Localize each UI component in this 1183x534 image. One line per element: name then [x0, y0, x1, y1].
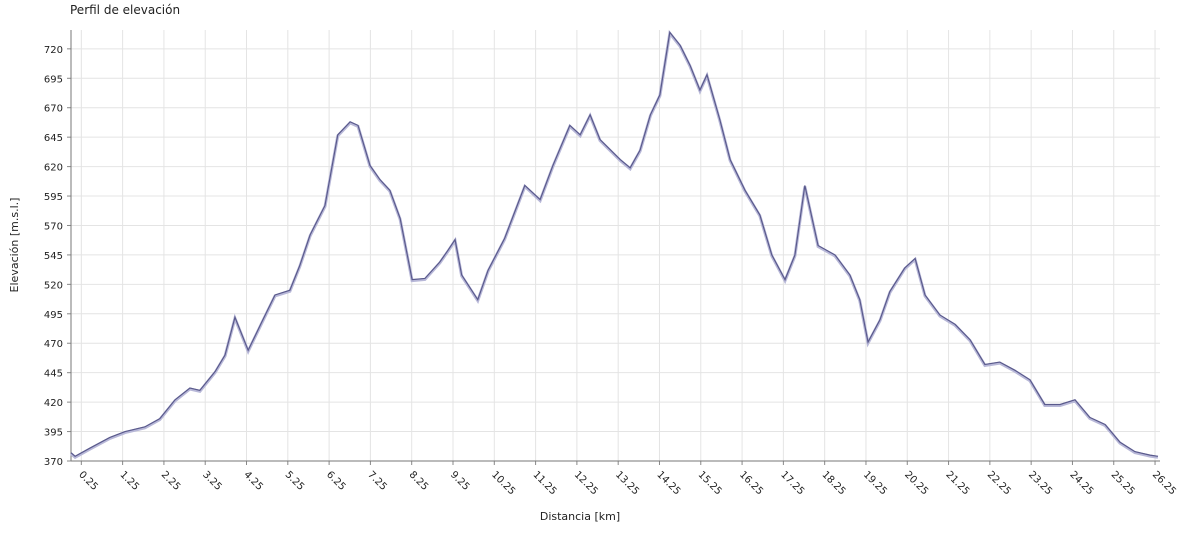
chart-title: Perfil de elevación: [70, 3, 180, 17]
x-tick-label: 18.25: [820, 469, 848, 497]
x-tick-label: 17.25: [778, 469, 806, 497]
x-tick-label: 10.25: [489, 469, 517, 497]
x-tick-label: 13.25: [613, 469, 641, 497]
plot-area: [71, 30, 1160, 461]
x-tick-label: 6.25: [324, 469, 348, 493]
x-axis-label: Distancia [km]: [540, 510, 620, 523]
x-tick-label: 15.25: [696, 469, 724, 497]
y-tick-label: 445: [44, 369, 63, 380]
y-tick-label: 595: [44, 192, 63, 203]
x-tick-label: 24.25: [1067, 469, 1095, 497]
x-tick-label: 20.25: [902, 469, 930, 497]
y-tick-label: 520: [44, 280, 63, 291]
x-tick-label: 16.25: [737, 469, 765, 497]
y-tick-label: 495: [44, 310, 63, 321]
y-tick-label: 695: [44, 74, 63, 85]
x-tick-label: 19.25: [861, 469, 889, 497]
x-tick-label: 4.25: [241, 469, 265, 493]
x-tick-label: 7.25: [365, 469, 389, 493]
y-tick-label: 370: [44, 457, 63, 468]
x-tick-label: 12.25: [572, 469, 600, 497]
y-tick-label: 470: [44, 339, 63, 350]
x-tick-label: 25.25: [1109, 469, 1137, 497]
x-tick-label: 2.25: [159, 469, 183, 493]
x-tick-label: 21.25: [943, 469, 971, 497]
x-tick-label: 3.25: [200, 469, 224, 493]
x-tick-label: 9.25: [448, 469, 472, 493]
y-axis-label: Elevación [m.s.l.]: [8, 198, 21, 293]
y-tick-label: 545: [44, 251, 63, 262]
y-tick-label: 645: [44, 133, 63, 144]
y-tick-label: 670: [44, 104, 63, 115]
x-tick-label: 1.25: [117, 469, 141, 493]
x-tick-label: 8.25: [407, 469, 431, 493]
y-tick-label: 620: [44, 163, 63, 174]
x-tick-label: 26.25: [1150, 469, 1178, 497]
x-tick-label: 22.25: [985, 469, 1013, 497]
x-tick-label: 5.25: [283, 469, 307, 493]
y-tick-label: 420: [44, 398, 63, 409]
y-tick-label: 720: [44, 45, 63, 56]
y-tick-label: 395: [44, 428, 63, 439]
line: [70, 30, 1159, 458]
x-tick-label: 14.25: [654, 469, 682, 497]
x-tick-label: 11.25: [530, 469, 558, 497]
x-tick-label: 0.25: [76, 469, 100, 493]
y-tick-label: 570: [44, 221, 63, 232]
x-tick-label: 23.25: [1026, 469, 1054, 497]
